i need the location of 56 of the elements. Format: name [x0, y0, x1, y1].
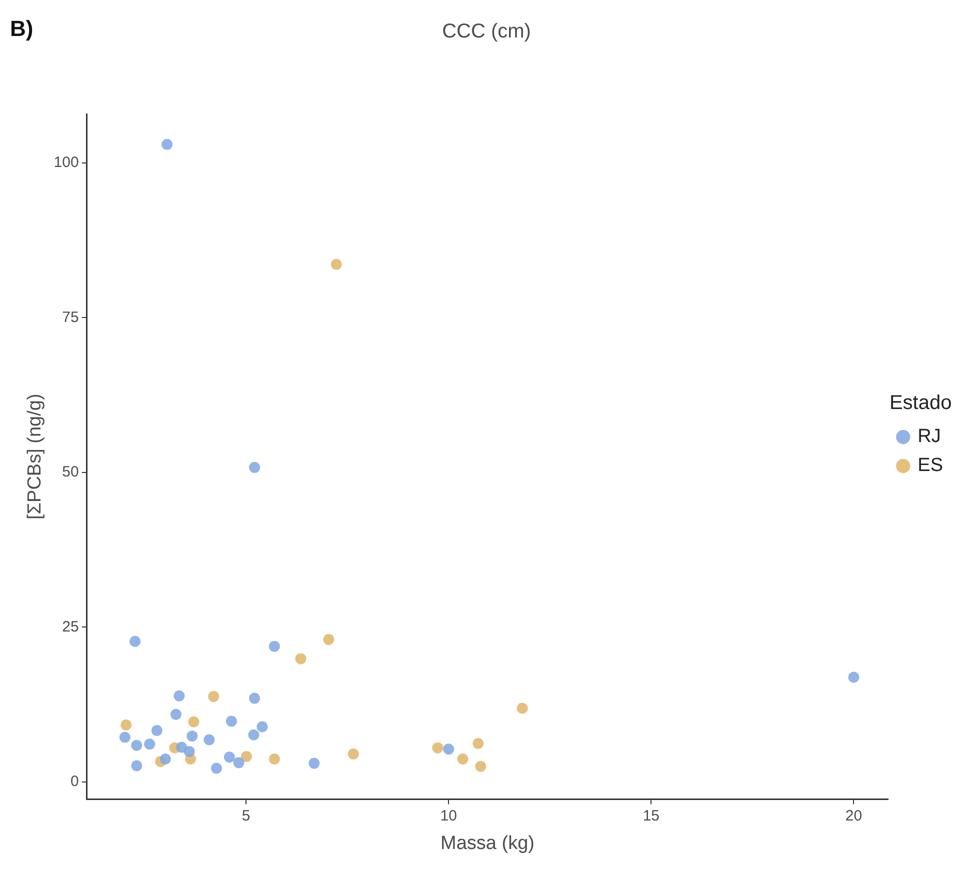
point: [144, 738, 156, 750]
point: [330, 258, 342, 270]
x-tick-label: 15: [642, 807, 660, 824]
point: [348, 748, 359, 760]
text: B): [10, 16, 34, 42]
point: [170, 708, 182, 720]
y-tick-label: 0: [70, 773, 79, 790]
point: [249, 462, 260, 473]
point: [188, 716, 200, 728]
x-tick-label: 5: [242, 807, 250, 824]
point: [160, 753, 171, 764]
y-tick-label: 25: [62, 618, 79, 636]
x-tick-label: 10: [440, 807, 457, 824]
point: [210, 762, 222, 774]
point: [184, 746, 195, 758]
point: [226, 716, 237, 727]
point: [295, 653, 306, 664]
point: [256, 721, 268, 732]
point: [176, 742, 188, 753]
legend-title: Estado: [889, 392, 952, 414]
point: [119, 732, 130, 743]
legend-label: RJ: [918, 426, 941, 448]
point: [186, 730, 198, 742]
point: [472, 738, 484, 749]
point: [130, 636, 141, 647]
point: [131, 760, 142, 772]
y-tick-label: 75: [62, 308, 79, 326]
y-axis-title: [ΣPCBs] (ng/g): [24, 394, 46, 520]
point: [151, 724, 162, 736]
point: [848, 672, 860, 683]
point: [233, 757, 244, 768]
point: [204, 734, 215, 746]
point: [323, 634, 334, 646]
point: [249, 692, 260, 704]
point: [224, 752, 235, 763]
point: [240, 750, 252, 762]
point: [443, 744, 454, 755]
point: [162, 138, 173, 150]
point: [174, 690, 185, 702]
point: [120, 719, 132, 730]
y-tick-label: 50: [62, 464, 79, 481]
chart-title: CCC (cm): [442, 20, 531, 43]
point: [308, 758, 320, 769]
point: [475, 760, 486, 772]
point: [432, 742, 444, 754]
point: [208, 690, 220, 702]
point: [248, 729, 260, 740]
y-tick-label: 100: [54, 154, 79, 172]
point: [131, 740, 142, 751]
x-tick-label: 20: [845, 807, 862, 824]
point: [268, 753, 280, 764]
point: [268, 640, 280, 652]
x-axis-title: Massa (kg): [440, 832, 534, 854]
point: [457, 753, 468, 764]
legend-label: ES: [918, 455, 944, 476]
point: [516, 702, 528, 714]
